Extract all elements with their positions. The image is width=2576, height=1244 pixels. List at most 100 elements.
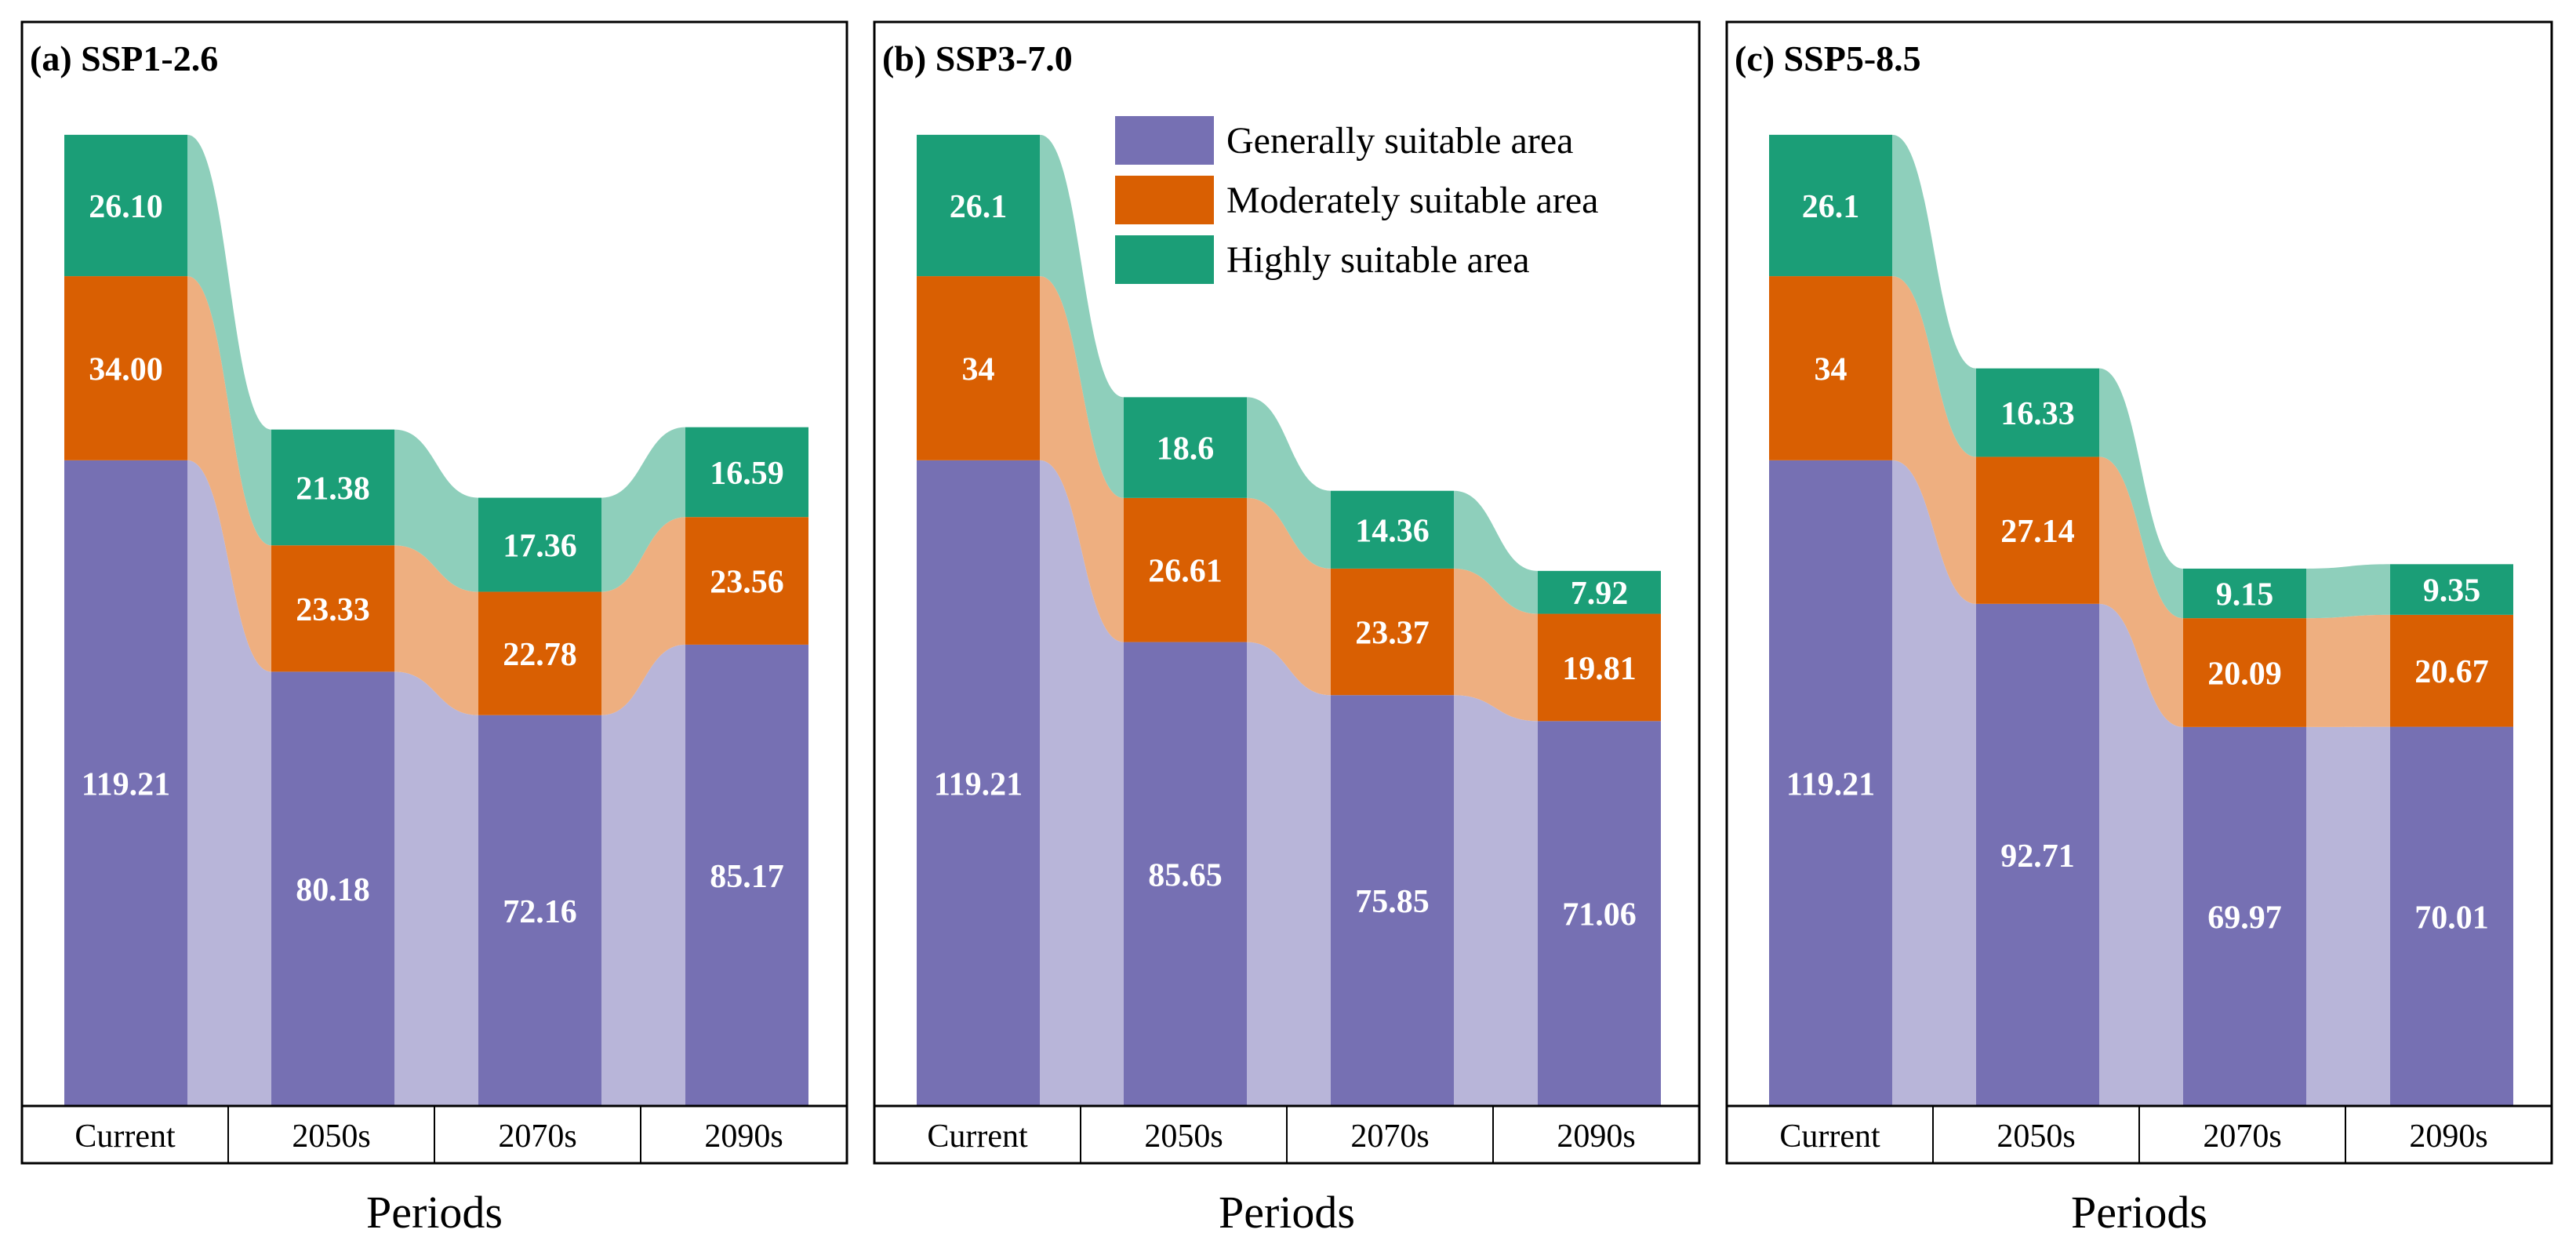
value-label-generally: 69.97 [2207,900,2282,936]
tick-label-2090s: 2090s [704,1119,783,1155]
bar-moderately-2050s [271,545,394,672]
bar-highly-2070s [478,497,601,592]
flow-moderately-3 [601,517,685,715]
flow-highly-1 [1892,134,1976,457]
value-label-generally: 75.85 [1355,884,1430,920]
value-label-highly: 26.1 [950,189,1008,225]
flow-highly-3 [2306,564,2390,619]
value-label-moderately: 26.61 [1148,554,1223,590]
value-label-generally: 85.17 [710,859,784,895]
flow-moderately-2 [1247,497,1331,696]
flow-moderately-2 [2099,456,2183,727]
tick-label-2050s: 2050s [1996,1119,2075,1155]
panel-2: (b) SSP3-7.0 119.21 34 26.1 85.65 26.61 18.6 75… [873,20,1701,1238]
bar-generally-2090s [685,644,808,1106]
flow-highly-3 [601,427,685,592]
bar-generally-2050s [1976,603,2099,1106]
value-label-moderately: 23.33 [296,592,370,628]
value-label-moderately: 34.00 [89,351,163,387]
bar-moderately-2050s [1124,497,1247,642]
value-label-generally: 70.01 [2414,900,2489,936]
x-axis-label: Periods [2071,1187,2207,1238]
flow-highly-2 [1247,397,1331,569]
bar-highly-2090s [1538,570,1661,614]
value-label-moderately: 34 [1815,351,1848,387]
flow-generally-3 [601,644,685,1106]
value-label-generally: 72.16 [503,894,577,930]
value-label-generally: 119.21 [934,766,1023,802]
panel-3: (c) SSP5-8.5 119.21 34 26.1 92.71 27.14 16.33 6… [1725,20,2553,1238]
legend-swatch [1115,176,1214,224]
legend-swatch [1115,235,1214,284]
flow-generally-2 [2099,603,2183,1106]
value-label-moderately: 23.37 [1355,616,1430,652]
value-label-highly: 21.38 [296,471,370,507]
x-axis-label: Periods [366,1187,503,1238]
value-label-moderately: 20.67 [2414,654,2489,690]
legend-label: Generally suitable area [1226,120,1573,162]
tick-label-2050s: 2050s [292,1119,370,1155]
value-label-highly: 9.35 [2423,573,2481,609]
flow-generally-3 [2306,726,2390,1106]
flow-highly-2 [2099,368,2183,619]
legend: Generally suitable area Moderately suitab… [1115,116,1598,284]
bar-moderately-2090s [2390,614,2513,727]
legend-label: Moderately suitable area [1226,180,1598,221]
tick-label-2090s: 2090s [1557,1119,1635,1155]
bar-highly-current [917,134,1040,277]
flow-generally-2 [1247,642,1331,1106]
legend-item: Highly suitable area [1115,235,1530,284]
bar-moderately-2070s [1331,568,1454,696]
panel-title: (c) SSP5-8.5 [1735,38,1921,78]
value-label-moderately: 23.56 [710,565,784,601]
tick-label-current: Current [74,1119,176,1155]
value-label-generally: 71.06 [1562,897,1637,933]
tick-label-2070s: 2070s [1350,1119,1429,1155]
flow-highly-1 [1040,134,1124,498]
flow-moderately-3 [2306,614,2390,727]
value-label-highly: 18.6 [1157,431,1215,467]
bar-generally-current [917,460,1040,1106]
bar-generally-current [64,460,187,1106]
bar-generally-2090s [2390,726,2513,1106]
bar-highly-current [1769,134,1892,277]
value-label-moderately: 22.78 [503,637,577,673]
bar-moderately-2090s [1538,613,1661,722]
flow-moderately-3 [1454,568,1538,722]
flow-generally-2 [394,671,478,1106]
bar-moderately-2050s [1976,456,2099,604]
flow-highly-1 [187,134,271,546]
bar-moderately-current [917,276,1040,460]
flow-highly-2 [394,429,478,592]
bar-moderately-2070s [478,591,601,715]
panel-1: (a) SSP1-2.6 119.21 34.00 26.10 80.18 23.33 21… [20,20,848,1238]
value-label-generally: 119.21 [82,766,170,802]
value-label-generally: 92.71 [2000,838,2075,875]
flow-moderately-1 [1040,276,1124,642]
bar-highly-2070s [1331,490,1454,569]
tick-label-2070s: 2070s [2203,1119,2281,1155]
flow-moderately-1 [1892,276,1976,604]
value-label-highly: 26.1 [1802,189,1860,225]
value-label-highly: 16.59 [710,456,784,492]
flow-generally-1 [1040,460,1124,1106]
legend-item: Generally suitable area [1115,116,1573,165]
bar-generally-2050s [271,671,394,1106]
value-label-highly: 16.33 [2000,396,2075,432]
panel-title: (b) SSP3-7.0 [882,38,1073,78]
value-label-highly: 17.36 [503,529,577,565]
tick-label-current: Current [927,1119,1028,1155]
tick-label-2070s: 2070s [498,1119,576,1155]
bar-moderately-2090s [685,517,808,645]
bar-generally-2070s [1331,695,1454,1106]
value-label-moderately: 19.81 [1562,651,1637,687]
flow-moderately-1 [187,276,271,672]
panel-title: (a) SSP1-2.6 [30,38,218,78]
legend-label: Highly suitable area [1226,239,1530,281]
value-label-generally: 119.21 [1786,766,1875,802]
bar-highly-2090s [685,427,808,518]
tick-label-2050s: 2050s [1144,1119,1223,1155]
bar-moderately-current [64,276,187,460]
value-label-generally: 85.65 [1148,857,1223,893]
